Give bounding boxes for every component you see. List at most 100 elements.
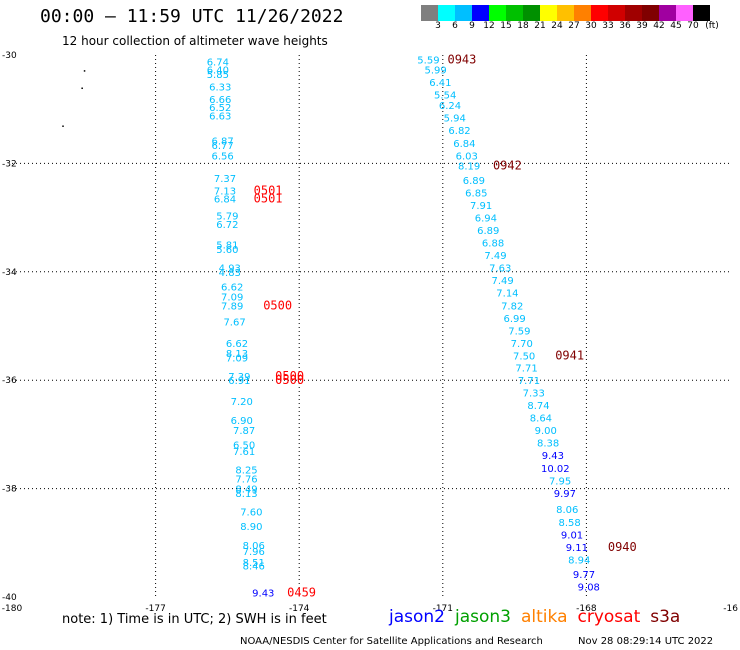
wave-height-value: 8.06 [556,505,578,516]
colorbar-label: 36 [619,21,631,31]
wave-height-value: 7.71 [515,364,537,375]
wave-height-value: 7.63 [489,263,511,274]
wave-height-value: 5.94 [444,113,466,124]
colorbar-label: 6 [452,21,458,31]
wave-height-value: 7.37 [214,174,236,185]
colorbar-label: 39 [636,21,648,31]
data-points: 6.746.405.856.33 6.666.526.63 6.876.776.56… [62,55,600,600]
wave-height-value: 7.71 [518,376,540,387]
colorbar-swatch [557,5,574,21]
wave-height-value: 7.14 [496,288,518,299]
x-tick-label: -168 [576,604,597,614]
y-tick-label: -34 [2,268,17,278]
wave-height-value: 6.56 [211,151,233,162]
wave-height-value: 5.85 [207,70,229,81]
satellite-legend-item: cryosat [577,607,641,627]
satellite-legend: jason2 jason3 altika cryosat s3a [389,607,690,627]
colorbar-swatch [591,5,608,21]
pass-time-label: 0940 [608,540,637,554]
wave-height-value: 6.94 [475,214,497,225]
wave-height-value: 9.77 [573,570,595,581]
colorbar-swatch [642,5,659,21]
wave-height-value: 7.96 [243,547,265,558]
wave-height-value: 6.84 [453,139,475,150]
pass-time-label: 0500 [275,369,304,383]
wave-height-value: 7.89 [221,301,243,312]
wave-height-value: 7.87 [233,426,255,437]
speck-point [81,87,83,90]
satellite-legend-item: s3a [650,607,681,627]
wave-height-value: 5.60 [216,245,238,256]
colorbar-swatch [693,5,710,21]
wave-height-value: 5.79 [216,211,238,222]
wave-height-value: 7.13 [214,187,236,198]
wave-height-value: 7.95 [549,476,571,487]
wave-height-value: 6.33 [209,82,231,93]
wave-height-value: 6.03 [456,151,478,162]
wave-height-value: 8.46 [243,562,265,573]
wave-height-value: 8.13 [226,349,248,360]
colorbar-label: 45 [670,21,682,31]
colorbar-swatch [421,5,438,21]
wave-height-value: 7.33 [523,389,545,400]
colorbar-label: 33 [602,21,614,31]
wave-height-value: 6.66 [209,95,231,106]
wave-height-value: 7.70 [511,339,533,350]
wave-height-value: 9.97 [554,489,576,500]
wave-height-value: 4.93 [219,263,241,274]
wave-height-value: 6.41 [429,78,451,89]
wave-height-value: 8.19 [458,162,480,173]
wave-height-value: 7.76 [235,474,257,485]
speck-point [62,125,64,127]
x-tick-label: -177 [145,604,165,614]
y-tick-label: -36 [2,376,17,386]
wave-height-value: 5.99 [424,66,446,77]
wave-height-value: 7.91 [470,201,492,212]
wave-height-value: 6.50 [233,441,255,452]
wave-height-value: 6.74 [207,58,229,69]
wave-height-value: 7.20 [231,397,253,408]
colorbar-swatch [472,5,489,21]
wave-height-value: 7.49 [484,251,506,262]
colorbar-label: 42 [653,21,665,31]
chart-title: 00:00 – 11:59 UTC 11/26/2022 [40,6,344,27]
colorbar-label: 24 [551,21,563,31]
colorbar-label: 3 [435,21,441,31]
colorbar-swatch [506,5,523,21]
wave-height-value: 9.11 [566,543,588,554]
wave-height-value: 7.50 [513,351,535,362]
wave-height-value: 6.89 [463,176,485,187]
wave-height-value: 6.85 [465,189,487,200]
colorbar-swatch [489,5,506,21]
wave-height-value: 8.74 [527,401,549,412]
wave-height-value: 6.52 [209,103,231,114]
colorbar-label: 12 [483,21,495,31]
colorbar-swatch [659,5,676,21]
wave-height-value: 8.25 [235,466,257,477]
colorbar-label: 27 [568,21,580,31]
wave-height-value: 6.99 [503,314,525,325]
pass-time-label: 0459 [287,586,316,600]
wave-height-value: 8.51 [243,558,265,569]
wave-height-value: 5.59 [417,55,439,66]
wave-height-value: 6.90 [231,416,253,427]
wave-height-value: 10.02 [541,464,570,475]
wave-height-value: 9.08 [578,583,600,594]
colorbar-labels: 3 6 9 12 15 18 21 24 27 30 33 36 39 42 45 70 (ft) [421,21,740,35]
wave-height-value: 8.94 [568,556,590,567]
x-tick-label: -171 [433,604,453,614]
wave-height-value: 6.82 [448,126,470,137]
wave-height-value: 9.01 [561,531,583,542]
credit-line: NOAA/NESDIS Center for Satellite Applica… [240,636,543,647]
colorbar-label: 15 [500,21,512,31]
colorbar-swatch [676,5,693,21]
grid [12,55,730,597]
wave-height-value: 8.06 [243,541,265,552]
wave-height-value: 7.59 [508,326,530,337]
wave-height-value: 7.60 [240,507,262,518]
wave-height-value: 6.88 [482,239,504,250]
wave-height-value: 8.58 [559,518,581,529]
axes: -30 -32 -34 -36 -38 -40-180 -177 -174 -171 -168 -1… [2,51,738,614]
